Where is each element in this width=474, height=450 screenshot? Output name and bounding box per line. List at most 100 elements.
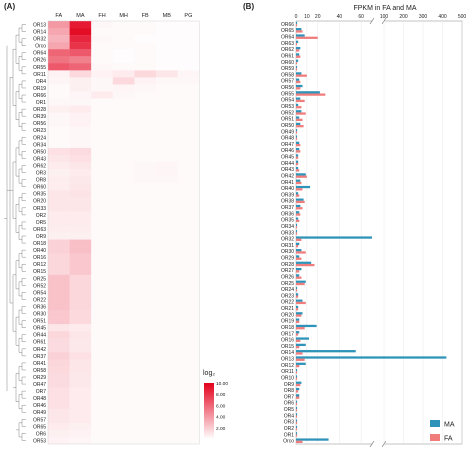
bar-fa: [296, 200, 305, 204]
heatmap-cell: [156, 98, 178, 106]
heatmap-row-label: OR41: [33, 361, 46, 367]
heatmap-cell: [177, 436, 200, 445]
heatmap-cell: [91, 295, 113, 304]
heatmap-cell: [177, 133, 200, 142]
bar-fa: [296, 131, 298, 134]
heatmap-cell: [156, 211, 178, 219]
bar-category-label: Orco: [283, 439, 294, 445]
heatmap-cell: [112, 373, 135, 381]
heatmap-cell: [91, 105, 113, 113]
heatmap-cell: [112, 133, 135, 142]
heatmap-cell: [156, 63, 178, 71]
heatmap-cell: [112, 324, 135, 332]
bar-fa: [296, 339, 301, 342]
bar-category-label: OR18: [281, 325, 294, 331]
heatmap-cell: [112, 260, 135, 268]
bar-fa: [296, 282, 305, 286]
heatmap-cell: [48, 147, 70, 156]
bar-category-label: OR48: [281, 136, 294, 142]
bar-ma: [296, 356, 447, 359]
bar-category-label: OR31: [281, 243, 294, 249]
heatmap-cell: [48, 42, 70, 50]
heatmap-column-labels: FA MA FH MH FB MB PG: [55, 13, 192, 19]
heatmap-cell: [134, 218, 157, 226]
heatmap-row-label: OR34: [33, 142, 46, 148]
heatmap-cell: [112, 190, 135, 198]
heatmap-cell: [91, 331, 113, 339]
heatmap-cell: [156, 295, 178, 304]
legend-label-fa: FA: [444, 436, 453, 443]
heatmap-cell: [177, 324, 200, 332]
heatmap-row-label: OR40: [33, 248, 46, 254]
heatmap-cell: [48, 310, 70, 318]
heatmap-cell: [156, 169, 178, 177]
heatmap-column-label: FH: [98, 13, 105, 19]
heatmap-cell: [177, 281, 200, 290]
heatmap-cell: [69, 91, 92, 99]
heatmap-cell: [69, 422, 92, 431]
bar-fa: [296, 150, 301, 153]
heatmap-cell: [112, 119, 135, 127]
heatmap-cell: [91, 147, 113, 156]
heatmap-cell: [48, 98, 70, 106]
bar-ma: [296, 394, 300, 397]
heatmap-cell: [112, 380, 135, 388]
bar-ma: [296, 198, 304, 201]
heatmap-cell: [156, 373, 178, 381]
bar-fa: [296, 301, 306, 305]
heatmap-cell: [177, 415, 200, 424]
heatmap-cell: [112, 84, 135, 92]
heatmap-cell: [156, 415, 178, 424]
heatmap-cell: [48, 35, 70, 43]
heatmap-row-label: OR46: [33, 403, 46, 409]
heatmap-cell: [156, 267, 178, 275]
heatmap-cell: [134, 317, 157, 325]
heatmap-cell: [91, 246, 113, 254]
heatmap-cell: [48, 345, 70, 353]
bar-fa: [296, 112, 306, 115]
bar-ma: [296, 318, 300, 321]
heatmap-cell: [177, 288, 200, 297]
bar-fa: [296, 143, 301, 147]
heatmap-row-label: OR6: [36, 431, 47, 437]
bar-category-label: OR19: [281, 319, 294, 325]
heatmap-cell: [69, 253, 92, 261]
heatmap-cell: [177, 28, 200, 36]
bar-category-label: OR47: [281, 142, 294, 148]
bar-fa: [296, 226, 298, 229]
bar-ma: [296, 261, 312, 264]
bar-fa: [296, 402, 298, 406]
heatmap-cell: [177, 366, 200, 374]
heatmap-cell: [156, 21, 178, 29]
heatmap-cell: [156, 253, 178, 261]
heatmap-cell: [177, 239, 200, 247]
heatmap-cell: [156, 35, 178, 43]
heatmap-cell: [91, 176, 113, 184]
heatmap-cell: [177, 429, 200, 438]
heatmap-cell: [134, 380, 157, 388]
bar-category-label: OR12: [281, 363, 294, 369]
bar-fa: [296, 428, 298, 431]
heatmap-cell: [156, 147, 178, 156]
bar-ma: [296, 324, 317, 328]
heatmap-row-label: OR12: [33, 262, 46, 268]
bar-category-label: OR25: [281, 281, 294, 287]
bar-category-label: OR58: [281, 72, 294, 78]
heatmap-cell: [91, 162, 113, 170]
heatmap-cell: [91, 422, 113, 431]
bar-fa: [296, 263, 315, 267]
heatmap-row-label: OR1: [36, 100, 47, 106]
bar-category-label: OR59: [281, 66, 294, 72]
heatmap-cell: [69, 176, 92, 184]
heatmap-cell: [112, 366, 135, 374]
bar-category-label: OR26: [281, 274, 294, 280]
bar-category-label: OR27: [281, 268, 294, 274]
heatmap-cell: [156, 176, 178, 184]
bar-ma: [296, 91, 320, 94]
heatmap-row-label: OR48: [33, 396, 46, 402]
heatmap-cell: [48, 246, 70, 254]
heatmap-cell: [112, 303, 135, 311]
heatmap-cell: [134, 119, 157, 127]
heatmap-cell: [134, 436, 157, 445]
heatmap-cell: [177, 373, 200, 381]
